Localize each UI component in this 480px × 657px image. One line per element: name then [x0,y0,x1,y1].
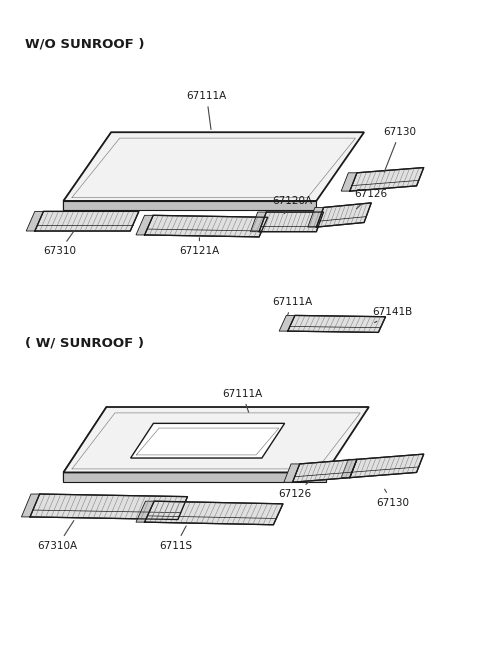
Polygon shape [144,215,268,237]
Polygon shape [259,212,324,232]
Text: W/O SUNROOF ): W/O SUNROOF ) [25,37,145,51]
Polygon shape [63,201,316,210]
Polygon shape [350,168,424,191]
Text: 67111A: 67111A [186,91,227,129]
Polygon shape [284,464,300,482]
Text: 67126: 67126 [278,482,312,499]
Polygon shape [63,407,107,482]
Text: 67130: 67130 [384,127,416,172]
Polygon shape [341,173,357,191]
Polygon shape [251,212,266,232]
Text: 67126: 67126 [355,189,388,209]
Polygon shape [63,132,111,210]
Polygon shape [26,212,43,231]
Text: 67121A: 67121A [180,238,219,256]
Polygon shape [131,423,285,458]
Text: ( W/ SUNROOF ): ( W/ SUNROOF ) [25,336,144,350]
Polygon shape [316,203,371,227]
Polygon shape [350,454,424,478]
Polygon shape [63,132,364,201]
Polygon shape [288,315,385,332]
Text: 67120A: 67120A [273,196,312,214]
Polygon shape [35,212,139,231]
Polygon shape [63,407,369,472]
Polygon shape [63,472,326,482]
Polygon shape [279,315,295,331]
Text: 67111A: 67111A [222,389,263,412]
Polygon shape [144,501,283,525]
Text: 67310: 67310 [43,231,76,256]
Text: 67141B: 67141B [372,307,413,323]
Polygon shape [292,459,357,482]
Polygon shape [136,501,154,522]
Text: 6711S: 6711S [159,526,192,551]
Text: 67310A: 67310A [37,520,78,551]
Text: 67130: 67130 [376,489,409,507]
Polygon shape [30,494,188,520]
Polygon shape [136,215,153,235]
Text: 67111A: 67111A [272,298,312,315]
Polygon shape [308,208,324,227]
Polygon shape [22,494,39,517]
Polygon shape [341,459,357,478]
